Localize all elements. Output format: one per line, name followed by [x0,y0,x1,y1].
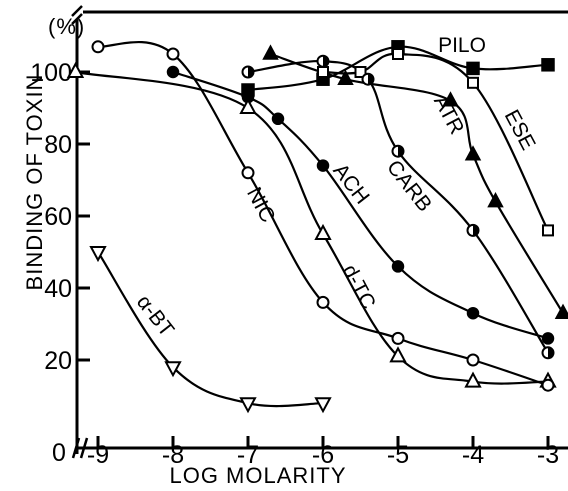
marker-bt [89,246,107,263]
marker-carb-fill [323,55,329,67]
marker-pilo [466,61,480,76]
marker-nic [91,40,105,54]
marker-ach [271,112,285,126]
marker-d-tc [239,97,257,114]
x-tick-label: -8 [162,441,184,469]
markers [66,40,568,414]
curves [75,40,564,408]
series-label-d-tc: d-TC [338,261,380,313]
marker-nic [166,47,180,61]
y-axis-unit: (%) [48,14,85,39]
marker-carb [466,223,480,237]
series-label-ach: ACH [328,159,373,208]
y-tick-label: 20 [44,347,72,375]
marker-carb-fill [398,145,404,157]
marker-d-tc [314,223,332,240]
marker-atr [337,69,354,85]
marker-nic [466,353,480,367]
y-axis-break [71,13,83,25]
marker-carb [361,72,375,86]
marker-ach [466,306,480,320]
x-axis-title: LOG MOLARITY [169,463,346,488]
marker-d-tc [66,61,85,78]
marker-atr [487,192,504,208]
marker-d-tc [464,371,482,388]
series-label-ese: ESE [500,106,540,154]
marker-carb-fill [368,73,374,85]
origin-label: 0 [52,439,66,467]
marker-bt [164,361,182,378]
y-tick-label: 40 [44,275,72,303]
marker-bt [239,397,257,414]
marker-nic [391,331,405,345]
marker-carb-fill [248,66,254,78]
marker-atr [442,91,459,107]
marker-carb [316,54,330,68]
y-axis-title: BINDING OF TOXIN [22,74,47,291]
marker-bt [314,397,332,414]
x-axis-break [79,437,89,459]
y-tick-label: 80 [44,131,72,159]
marker-atr [262,44,279,60]
curve-bt [97,251,324,408]
marker-ese [392,48,404,60]
x-tick-label: -4 [462,441,484,469]
marker-carb [241,65,255,79]
marker-atr [554,303,568,319]
marker-ach [166,65,180,79]
y-axis-break [71,5,83,17]
series-label-bt: α-BT [132,291,179,342]
marker-ese [354,66,367,78]
y-tick-label: 60 [44,203,72,231]
marker-d-tc [389,346,407,363]
marker-nic [316,295,330,309]
axes: 20 40 60 80 100 -9 -8 -7 -6 -5 -4 -3 [30,5,568,469]
marker-ese [467,76,479,89]
marker-nic [541,378,555,392]
marker-ese [317,66,329,78]
marker-ach [316,159,330,172]
marker-carb [541,346,555,360]
marker-nic [241,166,255,180]
marker-carb-fill [548,347,554,359]
curve-ese [322,52,549,231]
x-tick-label: -6 [312,441,334,469]
marker-ese [542,224,554,237]
marker-atr [464,145,482,161]
x-tick-label: -7 [237,441,259,469]
series-label-atr: ATR [429,92,468,139]
marker-ach [391,260,405,273]
marker-ach [541,332,555,345]
x-tick-label: -3 [537,441,559,469]
x-tick-label: -9 [87,441,109,469]
marker-carb-fill [473,224,479,236]
marker-pilo [541,58,555,72]
x-tick-label: -5 [387,441,409,469]
y-tick-label: 100 [30,59,72,87]
x-axis-break [71,437,81,459]
series-label-pilo: PILO [438,34,486,57]
marker-carb [391,144,405,158]
